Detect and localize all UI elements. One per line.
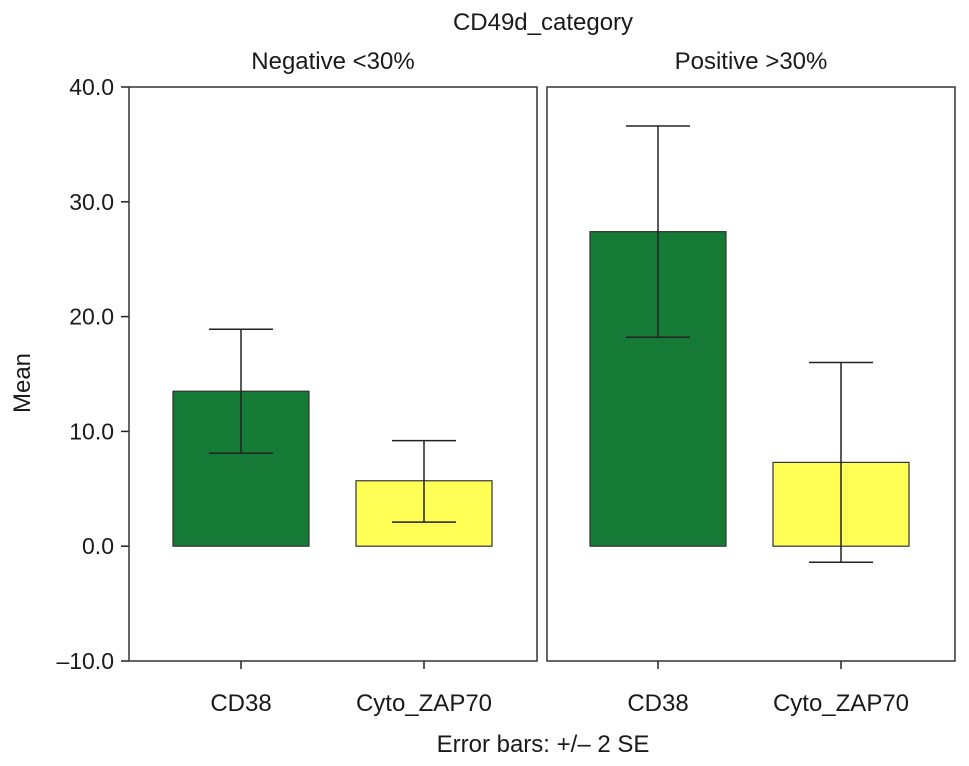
- panel-label: Negative <30%: [251, 48, 414, 75]
- panel-1: Negative <30% CD38 Cyto_ZAP70: [128, 48, 538, 717]
- y-tick-label: 20.0: [69, 304, 114, 330]
- x-tick-label: CD38: [627, 690, 688, 717]
- x-tick-label: Cyto_ZAP70: [356, 690, 492, 717]
- panel-label: Positive >30%: [675, 48, 828, 75]
- chart-title: CD49d_category: [453, 9, 633, 36]
- panel-frame: [546, 86, 956, 662]
- y-tick-label: 40.0: [69, 74, 114, 100]
- y-tick-label: 10.0: [69, 418, 114, 444]
- y-tick-label: 30.0: [69, 189, 114, 215]
- x-tick-label: Cyto_ZAP70: [773, 690, 909, 717]
- y-axis-label: Mean: [9, 353, 36, 413]
- y-tick-label: 0.0: [82, 533, 114, 559]
- error-bar-note: Error bars: +/– 2 SE: [437, 731, 650, 758]
- y-axis: –10.0 0.0 10.0 20.0 30.0 40.0: [56, 74, 129, 674]
- x-tick-label: CD38: [210, 690, 271, 717]
- panel-frame: [128, 86, 538, 662]
- panel-2: Positive >30% CD38 Cyto_ZAP70: [546, 48, 956, 717]
- y-tick-label: –10.0: [56, 648, 114, 674]
